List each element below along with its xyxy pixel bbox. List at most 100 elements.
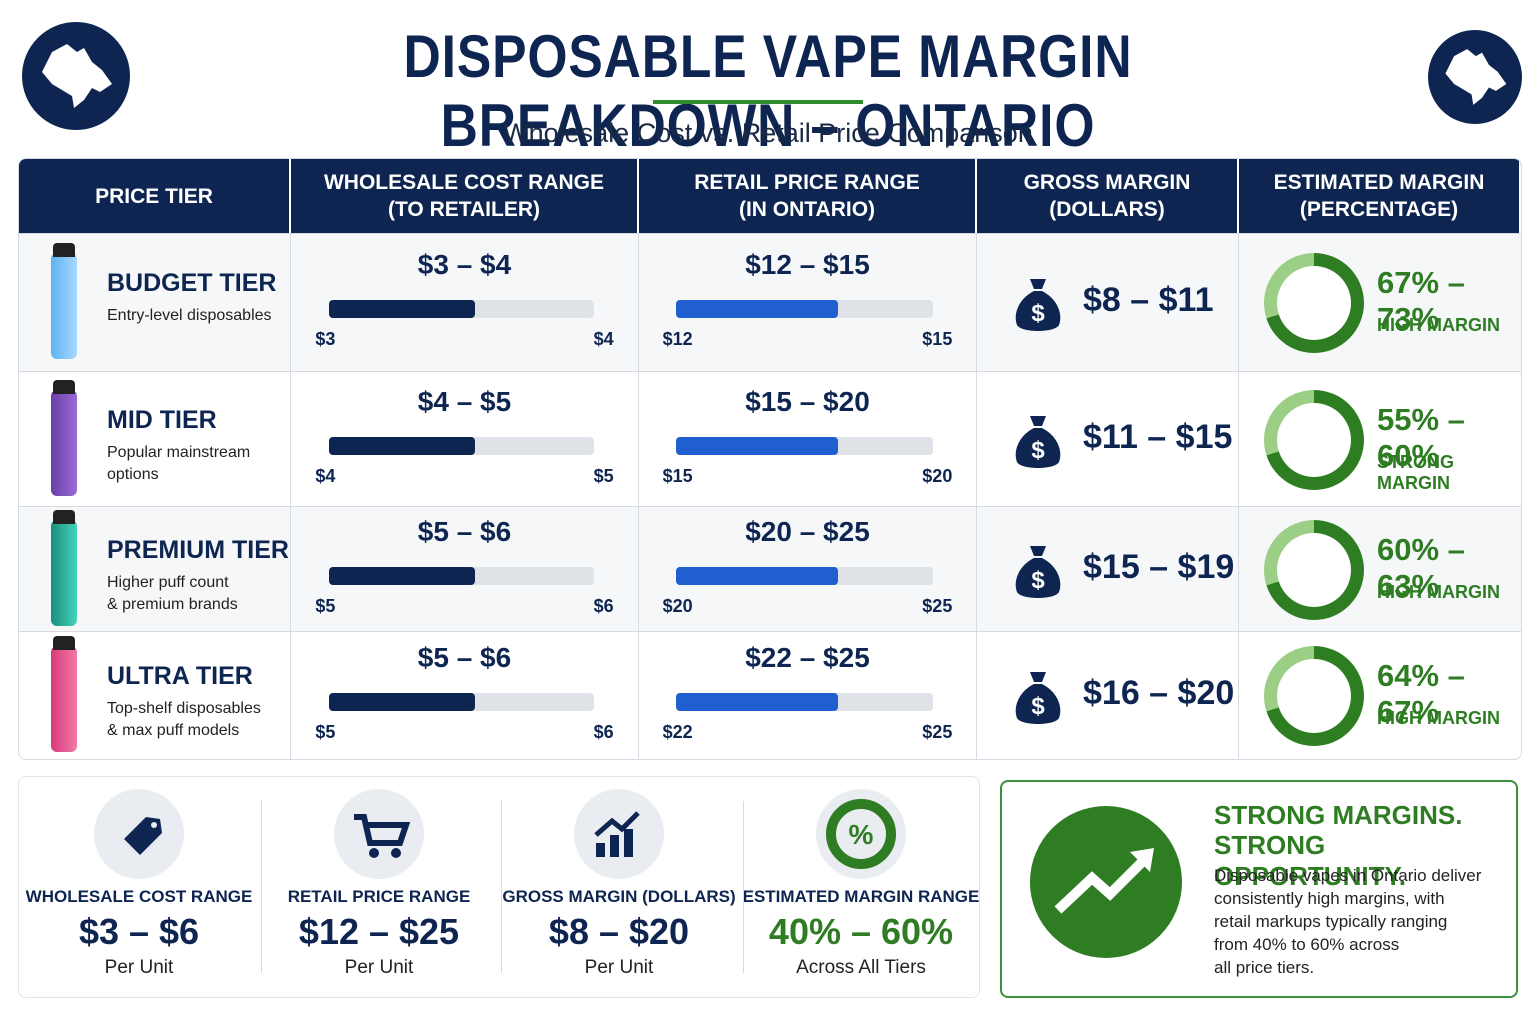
margin-percent: 60% – 63%	[1377, 531, 1465, 603]
callout-text: consistently high margins, with	[1214, 889, 1445, 908]
divider	[743, 801, 744, 973]
summary-icon	[334, 789, 424, 879]
margin-rating: HIGH MARGIN	[1377, 315, 1500, 335]
description-line: Higher puff count	[107, 573, 229, 591]
margin-percent: 67% – 73%	[1377, 265, 1465, 336]
retail-low: $12	[662, 329, 693, 349]
subtitle: Wholesale Cost vs. Retail Price Comparis…	[503, 118, 1033, 148]
svg-text:$: $	[1031, 437, 1045, 464]
summary-item: RETAIL PRICE RANGE $12 – $25 Per Unit	[259, 777, 499, 997]
summary-unit: Per Unit	[344, 957, 414, 978]
margin-rating: HIGH MARGIN	[1377, 581, 1500, 602]
summary-label: RETAIL PRICE RANGE	[287, 887, 471, 906]
summary-unit: Across All Tiers	[796, 957, 926, 978]
wholesale-range: $5 – $6	[417, 642, 512, 673]
tier-cell: PREMIUM TIER Higher puff count & premium b…	[19, 507, 291, 631]
wholesale-low: $4	[315, 465, 336, 486]
header-line: (TO RETAILER)	[387, 198, 541, 221]
tier-name: MID TIER	[107, 405, 217, 434]
tier-description: Top-shelf disposables & max puff models	[107, 698, 261, 742]
money-bag-icon: $	[1013, 275, 1063, 335]
range-bar-fill	[676, 566, 838, 585]
description-line: & max puff models	[107, 722, 240, 739]
summary-value: $8 – $20	[548, 911, 690, 952]
wholesale-high: $6	[593, 722, 614, 742]
retail-range: $22 – $25	[745, 642, 870, 673]
svg-text:$: $	[1031, 693, 1045, 720]
vape-icon	[51, 379, 77, 496]
summary-item: GROSS MARGIN (DOLLARS) $8 – $20 Per Unit	[499, 777, 739, 997]
gross-margin: $8 – $11	[1083, 281, 1214, 319]
divider	[501, 801, 502, 973]
header-line: ESTIMATED MARGIN	[1273, 171, 1485, 194]
range-bar	[329, 300, 594, 318]
wholesale-high: $6	[593, 595, 614, 616]
header-line: WHOLESALE COST RANGE	[323, 171, 604, 194]
ontario-logo	[22, 22, 130, 130]
column-header: PRICE TIER	[19, 159, 291, 233]
table-row: PREMIUM TIER Higher puff count & premium b…	[19, 506, 1521, 631]
range-bar	[329, 693, 594, 711]
range-bar	[676, 566, 934, 585]
tier-description: Popular mainstream options	[107, 442, 250, 486]
range-bar	[676, 693, 934, 711]
margin-ring	[1264, 646, 1364, 746]
range-bar-fill	[676, 300, 838, 318]
table-row: ULTRA TIER Top-shelf disposables & max puf…	[19, 631, 1521, 759]
retail-high: $25	[922, 595, 953, 616]
callout-title: STRONG OPPORTUNITY.	[1214, 830, 1407, 891]
table-row: BUDGET TIER Entry-level disposables $3 – $…	[19, 233, 1521, 371]
description-line: Popular mainstream	[107, 443, 251, 461]
ontario-logo	[1428, 30, 1522, 124]
summary-item: % ESTIMATED MARGIN RANGE 40% – 60% Across A…	[741, 777, 981, 997]
summary-label: ESTIMATED MARGIN RANGE	[742, 887, 980, 906]
tier-name: PREMIUM TIER	[107, 535, 289, 564]
range-bar	[329, 436, 594, 455]
wholesale-range: $5 – $6	[417, 515, 512, 547]
callout-title: STRONG MARGINS.	[1214, 800, 1463, 830]
divider	[261, 801, 262, 973]
margin-cell: $ $16 – $20	[977, 632, 1239, 759]
percent-cell: 67% – 73% HIGH MARGIN	[1239, 234, 1521, 371]
money-bag-icon: $	[1013, 412, 1063, 472]
retail-range: $15 – $20	[745, 385, 870, 417]
range-bar-fill	[676, 436, 838, 455]
margin-rating: HIGH MARGIN	[1377, 708, 1500, 728]
summary-icon	[94, 789, 184, 879]
summary-icon	[574, 789, 664, 879]
retail-cell: $22 – $25 $22 $25	[639, 632, 977, 759]
margin-cell: $ $11 – $15	[977, 372, 1239, 506]
svg-text:%: %	[849, 819, 874, 850]
range-bar-fill	[329, 693, 475, 711]
header-line: (IN ONTARIO)	[738, 198, 876, 221]
range-bar	[676, 436, 934, 455]
margin-rating: STRONG MARGIN	[1377, 451, 1455, 493]
wholesale-low: $5	[315, 722, 336, 742]
money-bag-icon: $	[1013, 542, 1063, 602]
tier-name: ULTRA TIER	[107, 662, 253, 690]
retail-high: $15	[922, 329, 953, 349]
range-bar-fill	[329, 436, 475, 455]
summary-label: WHOLESALE COST RANGE	[25, 887, 253, 906]
svg-text:$: $	[1031, 300, 1045, 327]
description-line: & premium brands	[107, 595, 238, 613]
vape-icon	[51, 509, 77, 626]
callout-text: retail markups typically ranging	[1214, 912, 1448, 931]
summary-value: $3 – $6	[78, 911, 200, 952]
retail-high: $20	[922, 465, 953, 486]
vape-icon	[51, 243, 77, 359]
callout-text: all price tiers.	[1214, 958, 1315, 977]
header-line: GROSS MARGIN	[1023, 171, 1191, 194]
tier-name: BUDGET TIER	[107, 269, 277, 297]
wholesale-cell: $4 – $5 $4 $5	[291, 372, 639, 506]
tier-cell: MID TIER Popular mainstream options	[19, 372, 291, 506]
wholesale-low: $5	[315, 595, 336, 616]
header-line: (DOLLARS)	[1049, 198, 1165, 221]
tier-cell: BUDGET TIER Entry-level disposables	[19, 234, 291, 371]
summary-panel: WHOLESALE COST RANGE $3 – $6 Per Unit RETAI…	[18, 776, 980, 998]
retail-low: $15	[662, 465, 693, 486]
percent-cell: 64% – 67% HIGH MARGIN	[1239, 632, 1521, 759]
header-line: RETAIL PRICE RANGE	[694, 171, 920, 194]
margin-ring	[1264, 519, 1364, 620]
